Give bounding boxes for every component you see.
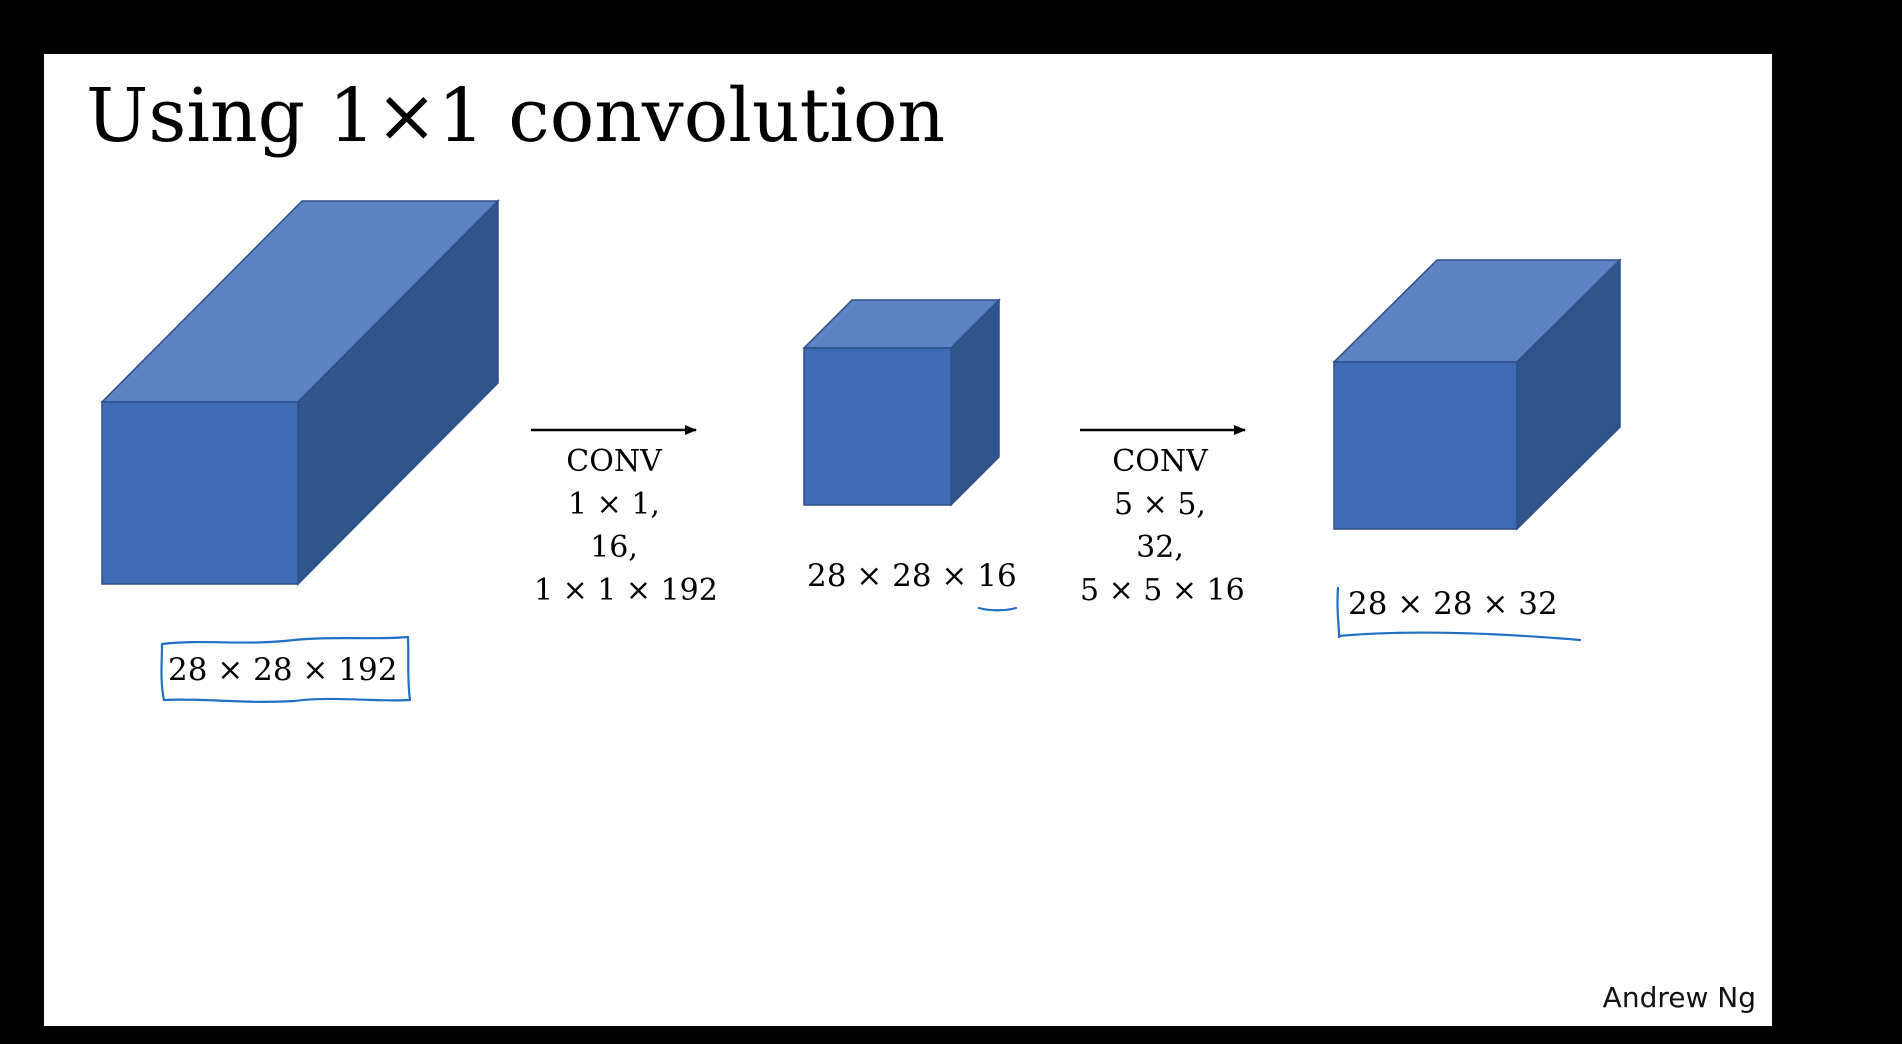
output-label-handdrawn-bracket	[1336, 586, 1341, 639]
conv-step-1-op: CONV	[566, 444, 662, 479]
diagram	[100, 199, 1622, 703]
conv-step-1-filter: 1 × 1,	[568, 487, 660, 522]
author-credit: Andrew Ng	[1602, 981, 1756, 1014]
bottleneck-volume-front-face	[803, 347, 952, 506]
input-volume	[100, 199, 500, 586]
slide: Using 1×1 convolution	[44, 54, 1772, 1026]
bottleneck-volume	[802, 298, 1001, 507]
bottleneck-volume-label-prefix: 28 × 28 ×	[807, 558, 978, 594]
bottleneck-volume-label-channels: 16	[977, 558, 1017, 594]
bottleneck-label-handdrawn-underline	[977, 606, 1018, 612]
output-volume-front-face	[1333, 361, 1518, 530]
bottleneck-volume-label: 28 × 28 × 16	[807, 556, 1017, 596]
conv-step-2-filter: 5 × 5,	[1114, 487, 1206, 522]
input-volume-label: 28 × 28 × 192	[168, 652, 398, 688]
output-volume	[1332, 258, 1622, 531]
conv-step-2-op: CONV	[1112, 444, 1208, 479]
conv-step-1-shape: 1 × 1 × 192	[534, 573, 718, 608]
input-label-handdrawn-box	[160, 635, 412, 703]
input-volume-front-face	[101, 401, 299, 585]
output-label-handdrawn-underline	[1337, 631, 1582, 642]
conv-step-1-text: CONV 1 × 1, 16, 1 × 1 × 192	[534, 440, 718, 612]
slide-title: Using 1×1 convolution	[86, 73, 946, 159]
conv-step-2-text: CONV 5 × 5, 32, 5 × 5 × 16	[1080, 440, 1245, 612]
conv-step-2-shape: 5 × 5 × 16	[1080, 573, 1245, 608]
output-volume-label: 28 × 28 × 32	[1348, 586, 1558, 622]
conv-step-1-count: 16,	[590, 530, 638, 565]
conv-step-2-count: 32,	[1136, 530, 1184, 565]
